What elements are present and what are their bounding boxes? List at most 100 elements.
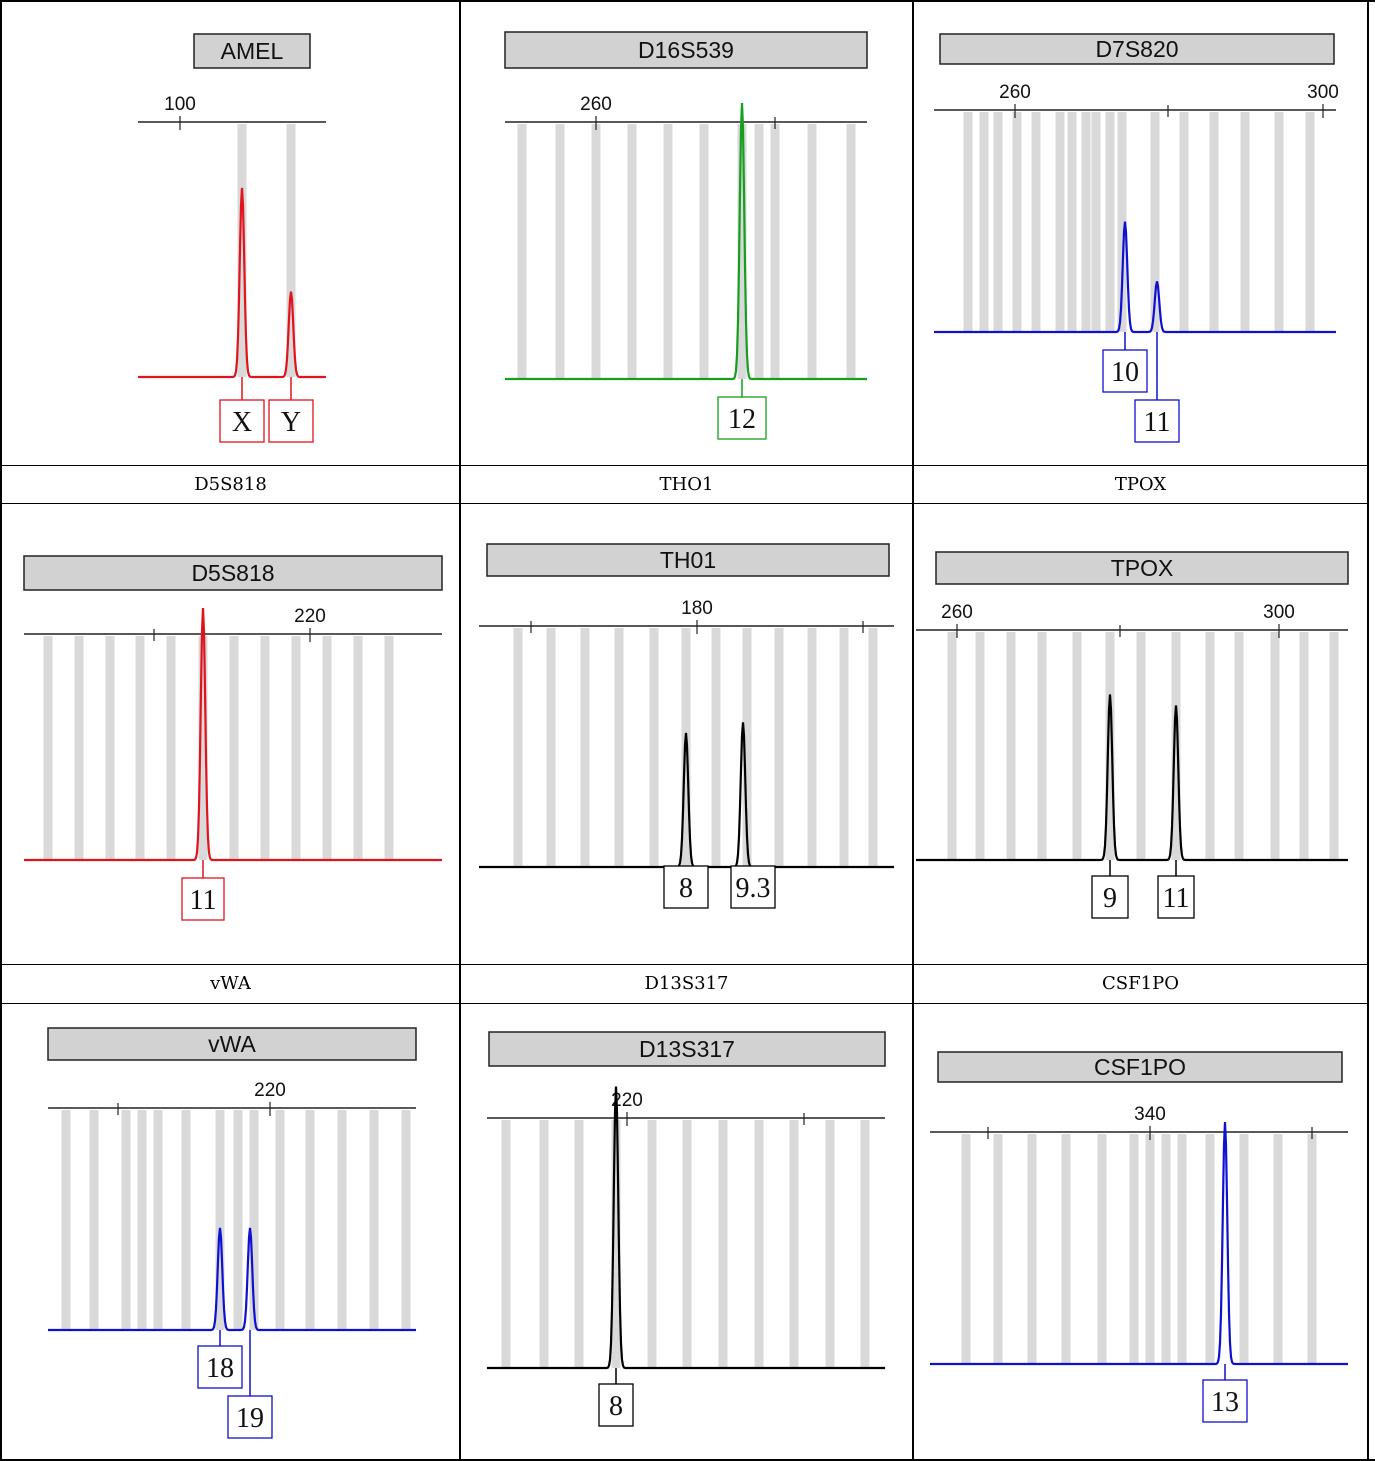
allelic-bin (993, 112, 1003, 332)
allele-label: 13 (1211, 1387, 1239, 1418)
caption-tho1: THO1 (659, 474, 714, 495)
allelic-bin (1329, 632, 1339, 860)
allelic-bin (825, 1120, 835, 1368)
marker-name: CSF1PO (1094, 1054, 1186, 1080)
marker-header (937, 1051, 1343, 1083)
panel-d13s317: D13S317 220 8 (461, 1004, 912, 1459)
signal-trace (479, 722, 894, 869)
marker-name: vWA (208, 1031, 256, 1057)
allelic-bin (699, 124, 709, 379)
caption-tpox: TPOX (1114, 474, 1167, 495)
allelic-bin (353, 636, 363, 860)
allelic-bin (975, 632, 985, 860)
allelic-bin (369, 1110, 379, 1330)
marker-name: D7S820 (1095, 36, 1178, 62)
signal-trace (505, 102, 867, 381)
allelic-bin (1105, 112, 1115, 332)
allelic-bin (215, 1110, 225, 1330)
allele-label: 10 (1111, 357, 1139, 388)
electropherogram-svg: TPOX 260 300 9 11 (916, 551, 1349, 919)
row-divider-2 (0, 503, 1369, 504)
marker-header (23, 555, 443, 591)
marker-header (939, 33, 1335, 65)
allelic-bin (1239, 1134, 1249, 1364)
panel-csf1po: CSF1PO 340 13 (914, 1004, 1367, 1459)
allelic-bin (1205, 632, 1215, 860)
allelic-bin (1205, 1134, 1215, 1364)
allelic-bin (1240, 112, 1250, 332)
allelic-bin (574, 1120, 584, 1368)
allelic-bin (1177, 1134, 1187, 1364)
allele-label: X (232, 407, 252, 438)
allelic-bin (181, 1110, 191, 1330)
allelic-bin (153, 1110, 163, 1330)
allelic-bin (647, 1120, 657, 1368)
allele-label-box (730, 865, 776, 909)
allelic-bin (947, 632, 957, 860)
electropherogram-svg: D16S539 260 12 (504, 31, 868, 440)
size-tick-label: 340 (1134, 1104, 1166, 1125)
allelic-bin (1061, 1134, 1071, 1364)
caption-d5s818: D5S818 (194, 474, 267, 495)
allelic-bin (137, 1110, 147, 1330)
marker-name: TPOX (1111, 555, 1174, 581)
marker-header (504, 31, 868, 69)
row-divider-1 (0, 465, 1369, 466)
allelic-bin (1150, 112, 1160, 332)
allelic-bin (1145, 1134, 1155, 1364)
allelic-bin (305, 1110, 315, 1330)
border-left (0, 0, 2, 1461)
allele-label-box (1202, 1379, 1248, 1423)
allelic-bin (737, 124, 747, 379)
allele-label: 11 (1163, 883, 1190, 914)
allelic-bin (121, 1110, 131, 1330)
signal-trace (934, 221, 1336, 334)
allelic-bin (275, 1110, 285, 1330)
signal-trace (48, 1227, 416, 1332)
allele-label: 12 (728, 404, 756, 435)
panel-amel: AMEL 100 X Y (2, 2, 459, 465)
allele-label-box (181, 877, 225, 921)
allele-label: 18 (206, 1353, 234, 1384)
signal-trace (138, 187, 326, 379)
allele-label-box (219, 399, 265, 443)
allelic-bin (291, 636, 301, 860)
size-tick-label: 220 (254, 1080, 286, 1101)
allelic-bin (237, 124, 247, 377)
size-tick-label: 220 (611, 1090, 643, 1111)
size-tick-label: 300 (1307, 82, 1339, 103)
signal-trace (24, 607, 442, 862)
allele-label-box (1134, 399, 1180, 443)
allelic-bin (260, 636, 270, 860)
allelic-bin (555, 124, 565, 379)
allelic-bin (322, 636, 332, 860)
allele-label-box (227, 1395, 273, 1439)
panel-d5s818: D5S818 220 11 (2, 504, 459, 964)
allele-label: 9.3 (736, 873, 771, 904)
allelic-bin (993, 1134, 1003, 1364)
allelic-bin (74, 636, 84, 860)
allelic-bin (979, 112, 989, 332)
allelic-bin (1055, 112, 1065, 332)
allelic-bin (627, 124, 637, 379)
electropherogram-svg: D5S818 220 11 (23, 555, 443, 921)
allelic-bin (711, 628, 721, 867)
allele-label-box (1157, 875, 1195, 919)
allelic-bin (789, 1120, 799, 1368)
allelic-bin (1234, 632, 1244, 860)
allelic-bin (1031, 112, 1041, 332)
signal-trace (487, 1086, 885, 1370)
panel-tpox: TPOX 260 300 9 11 (914, 504, 1367, 964)
row-divider-3 (0, 964, 1369, 965)
allele-label: 19 (236, 1403, 264, 1434)
allelic-bin (839, 628, 849, 867)
allelic-bin (1270, 632, 1280, 860)
allelic-bin (963, 112, 973, 332)
allelic-bin (1081, 112, 1091, 332)
allelic-bin (539, 1120, 549, 1368)
marker-header (935, 551, 1349, 585)
allele-label-box (663, 865, 709, 909)
allelic-bin (591, 124, 601, 379)
marker-name: TH01 (660, 547, 716, 573)
